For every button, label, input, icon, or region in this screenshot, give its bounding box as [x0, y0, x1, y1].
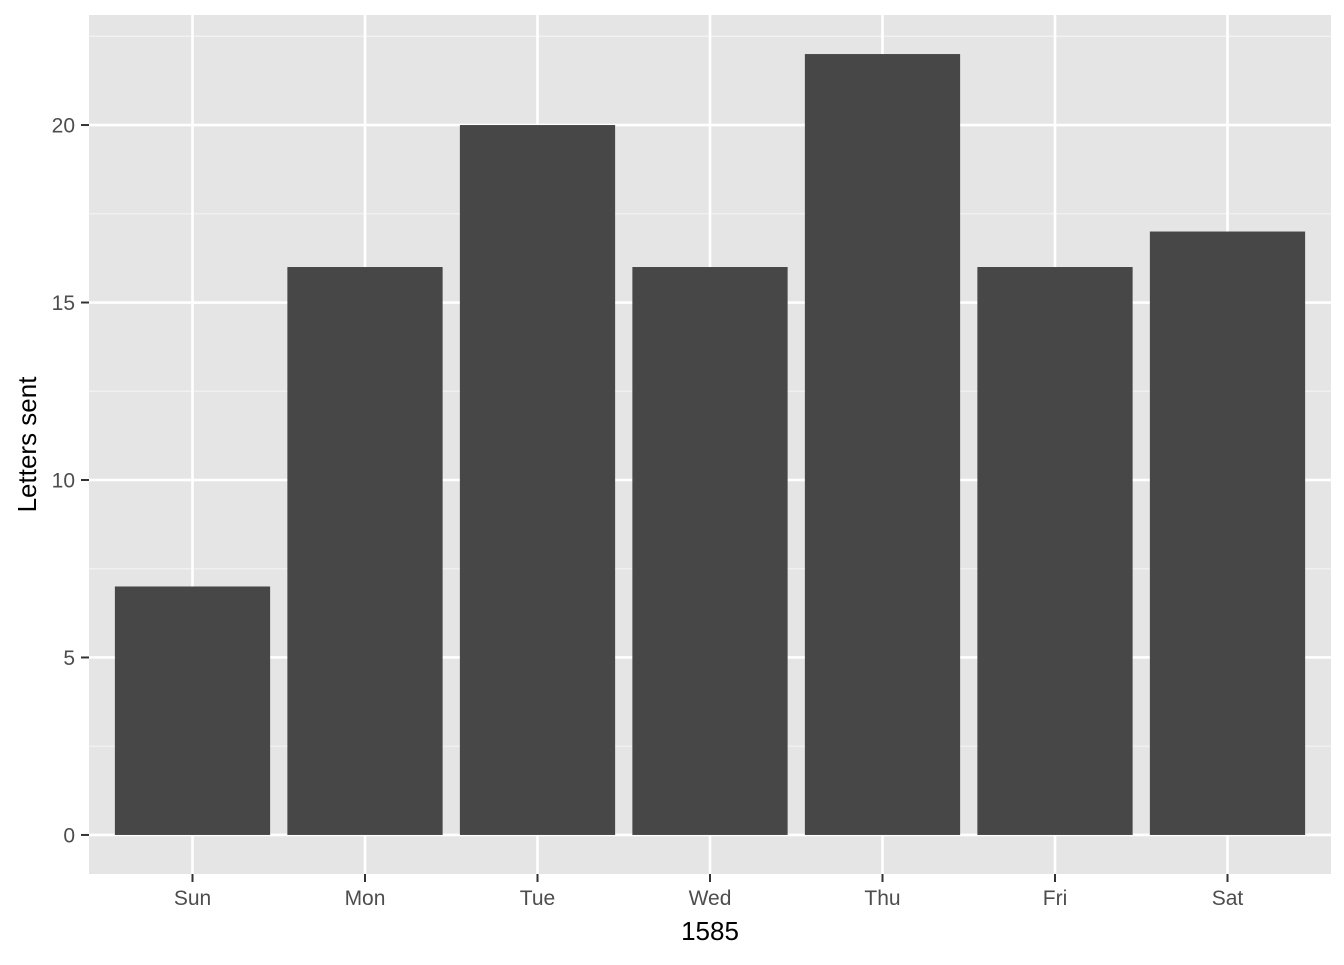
x-tick-label: Wed	[689, 887, 732, 910]
x-tick-label: Tue	[520, 887, 555, 910]
y-axis: 0 5 10 15 20	[52, 115, 89, 847]
y-tick-label: 0	[63, 824, 75, 847]
bar-mon	[287, 267, 443, 835]
x-tick-label: Sun	[174, 887, 211, 910]
bar-tue	[459, 125, 616, 835]
y-tick-label: 15	[52, 292, 75, 315]
x-tick-label: Mon	[345, 887, 386, 910]
y-tick-label: 20	[52, 115, 75, 138]
bar-thu	[804, 54, 961, 835]
bar-sat	[1149, 231, 1306, 835]
bar-wed	[632, 267, 788, 835]
x-axis-title: 1585	[681, 916, 739, 946]
y-tick-label: 10	[52, 469, 75, 492]
bar-fri	[977, 267, 1133, 835]
x-tick-label: Thu	[864, 887, 900, 910]
x-tick-label: Fri	[1043, 887, 1068, 910]
y-axis-title: Letters sent	[12, 376, 42, 513]
x-tick-label: Sat	[1212, 887, 1244, 910]
x-axis: Sun Mon Tue Wed Thu Fri Sat	[174, 874, 1244, 910]
bars-group	[114, 54, 1306, 835]
y-tick-label: 5	[63, 647, 75, 670]
bar-sun	[114, 586, 271, 835]
